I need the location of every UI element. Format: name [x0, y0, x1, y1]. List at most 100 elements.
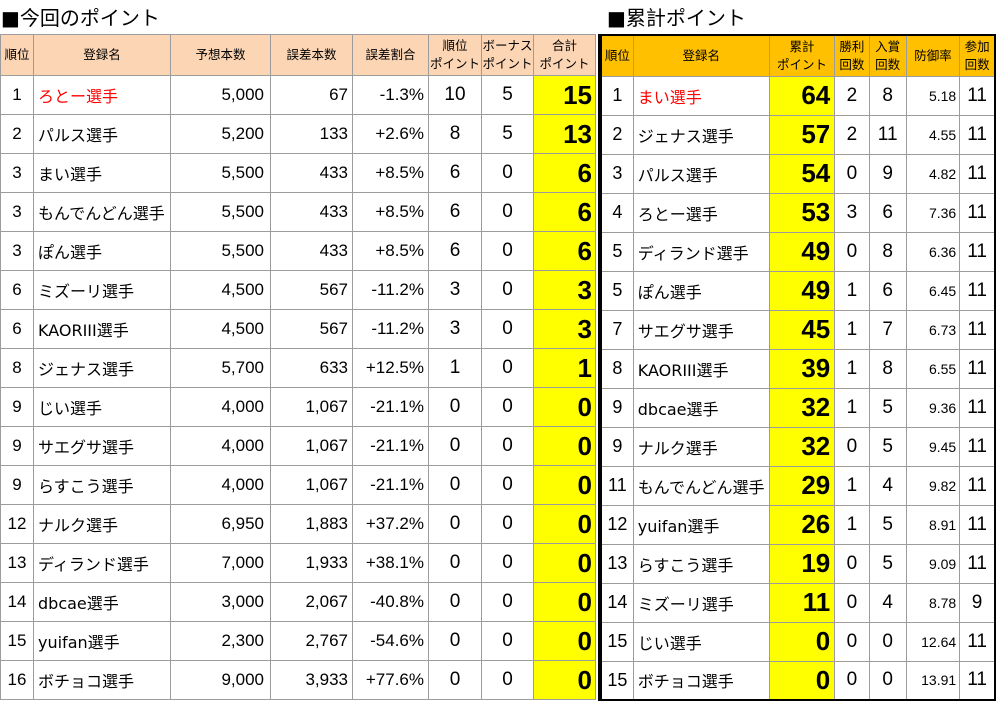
cell-defense-rate: 8.91 [905, 504, 961, 545]
cell-appearances: 11 [959, 153, 996, 194]
cell-bonus-points: 0 [481, 621, 534, 661]
cell-cum-points: 45 [768, 309, 836, 350]
cell-predicted: 2,300 [170, 621, 271, 661]
cell-predicted: 6,950 [170, 504, 271, 544]
cell-defense-rate: 9.36 [905, 387, 961, 428]
cell-name: ジェナス選手 [632, 114, 770, 155]
cell-error-rate: -21.1% [352, 465, 429, 505]
cell-rank-points: 10 [428, 75, 482, 115]
cell-cum-points: 49 [768, 270, 836, 311]
cell-placings: 7 [868, 309, 907, 350]
cell-name: ディランド選手 [632, 231, 770, 272]
cell-defense-rate: 5.18 [905, 75, 961, 116]
cell-wins: 0 [834, 426, 870, 467]
table-body: 1 まい選手 64 2 8 5.18 11 2 ジェナス選手 57 2 11 4.55 11 3 パルス選手 5… [599, 75, 996, 701]
cell-cum-points: 11 [768, 582, 836, 623]
cell-name: ミズーリ選手 [632, 582, 770, 623]
cell-wins: 1 [834, 348, 870, 389]
cell-defense-rate: 7.36 [905, 192, 961, 233]
cell-wins: 1 [834, 387, 870, 428]
cell-error-rate: +8.5% [352, 192, 429, 232]
cell-rank: 9 [0, 387, 34, 427]
cell-rank: 9 [0, 465, 34, 505]
cell-name: KAORIII選手 [33, 309, 171, 349]
table-row: 15 yuifan選手 2,300 2,767 -54.6% 0 0 0 [0, 621, 596, 661]
cell-placings: 11 [868, 114, 907, 155]
cell-rank: 3 [0, 153, 34, 193]
header-appearances: 参加 回数 [959, 34, 996, 77]
cell-error: 133 [270, 114, 353, 154]
cell-rank: 3 [0, 231, 34, 271]
header-predicted: 予想本数 [170, 34, 271, 76]
cell-rank-points: 0 [428, 387, 482, 427]
cell-error-rate: +2.6% [352, 114, 429, 154]
cell-rank: 3 [599, 153, 634, 194]
cell-error: 3,933 [270, 660, 353, 700]
cell-rank: 13 [0, 543, 34, 583]
cell-error-rate: +8.5% [352, 231, 429, 271]
cell-name: サエグサ選手 [632, 309, 770, 350]
cell-defense-rate: 6.45 [905, 270, 961, 311]
cell-name: パルス選手 [632, 153, 770, 194]
cell-wins: 0 [834, 660, 870, 701]
cell-name: もんでんどん選手 [33, 192, 171, 232]
cell-rank-points: 3 [428, 270, 482, 310]
cell-error-rate: +8.5% [352, 153, 429, 193]
cell-wins: 3 [834, 192, 870, 233]
table-row: 2 パルス選手 5,200 133 +2.6% 8 5 13 [0, 114, 596, 154]
cell-rank: 8 [599, 348, 634, 389]
cell-error-rate: -11.2% [352, 270, 429, 310]
cell-predicted: 5,700 [170, 348, 271, 388]
cell-total-points: 0 [533, 504, 596, 544]
table-row: 3 ぽん選手 5,500 433 +8.5% 6 0 6 [0, 231, 596, 271]
cumulative-points-table: 順位 登録名 累計 ポイント 勝利 回数 入賞 回数 防御率 参加 回数 1 まい選手 64 2 8… [598, 34, 996, 701]
cell-rank-points: 0 [428, 582, 482, 622]
cell-appearances: 11 [959, 75, 996, 116]
cell-total-points: 0 [533, 387, 596, 427]
cell-total-points: 3 [533, 309, 596, 349]
cell-rank: 4 [599, 192, 634, 233]
cell-defense-rate: 4.55 [905, 114, 961, 155]
cell-name: dbcae選手 [33, 582, 171, 622]
table-row: 12 ナルク選手 6,950 1,883 +37.2% 0 0 0 [0, 504, 596, 544]
cell-error: 633 [270, 348, 353, 388]
cell-placings: 5 [868, 543, 907, 584]
cell-defense-rate: 12.64 [905, 621, 961, 662]
cell-name: ろとー選手 [632, 192, 770, 233]
cell-defense-rate: 9.82 [905, 465, 961, 506]
cell-name: まい選手 [33, 153, 171, 193]
table-row: 1 ろとー選手 5,000 67 -1.3% 10 5 15 [0, 75, 596, 115]
cell-defense-rate: 4.82 [905, 153, 961, 194]
cell-predicted: 9,000 [170, 660, 271, 700]
cell-rank-points: 0 [428, 543, 482, 583]
cell-total-points: 3 [533, 270, 596, 310]
header-rank: 順位 [599, 34, 634, 77]
cell-rank: 5 [599, 231, 634, 272]
cell-rank-points: 6 [428, 192, 482, 232]
cell-error-rate: +12.5% [352, 348, 429, 388]
cell-cum-points: 32 [768, 387, 836, 428]
cell-predicted: 5,000 [170, 75, 271, 115]
table-row: 16 ボチョコ選手 9,000 3,933 +77.6% 0 0 0 [0, 660, 596, 700]
cell-defense-rate: 6.55 [905, 348, 961, 389]
header-error-rate: 誤差割合 [352, 34, 429, 76]
cell-error: 433 [270, 231, 353, 271]
table-row: 5 ぽん選手 49 1 6 6.45 11 [599, 270, 996, 311]
cell-bonus-points: 0 [481, 543, 534, 583]
cell-wins: 0 [834, 153, 870, 194]
cell-total-points: 0 [533, 621, 596, 661]
cell-name: ボチョコ選手 [33, 660, 171, 700]
cell-name: らすこう選手 [632, 543, 770, 584]
cell-name: ミズーリ選手 [33, 270, 171, 310]
cell-cum-points: 39 [768, 348, 836, 389]
cell-predicted: 4,000 [170, 426, 271, 466]
cell-appearances: 9 [959, 582, 996, 623]
table-row: 12 yuifan選手 26 1 5 8.91 11 [599, 504, 996, 545]
cell-name: サエグサ選手 [33, 426, 171, 466]
cell-cum-points: 57 [768, 114, 836, 155]
cell-error: 433 [270, 192, 353, 232]
cell-rank-points: 0 [428, 660, 482, 700]
cell-bonus-points: 0 [481, 504, 534, 544]
cell-name: ナルク選手 [33, 504, 171, 544]
cell-rank-points: 8 [428, 114, 482, 154]
